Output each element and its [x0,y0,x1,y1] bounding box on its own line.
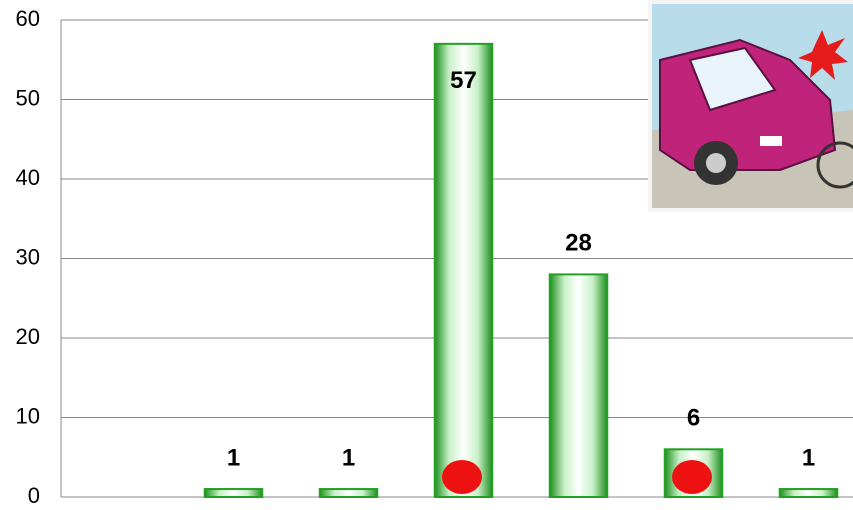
value-label: 1 [227,444,240,471]
value-label: 57 [450,67,477,94]
y-tick-label: 40 [16,165,40,190]
marker-dot [672,460,712,494]
illustration [648,0,853,212]
bar [548,273,609,498]
value-label: 1 [802,444,815,471]
y-tick-label: 30 [16,244,40,269]
y-tick-label: 20 [16,324,40,349]
bar [318,488,379,498]
value-label: 6 [687,405,700,432]
bar [433,42,494,498]
value-label: 1 [342,444,355,471]
value-label: 28 [565,230,592,257]
y-tick-label: 50 [16,85,40,110]
y-tick-label: 60 [16,6,40,31]
bar [778,488,839,498]
y-tick-label: 0 [28,483,40,508]
y-tick-label: 10 [16,403,40,428]
bar [203,488,264,498]
marker-dot [442,460,482,494]
